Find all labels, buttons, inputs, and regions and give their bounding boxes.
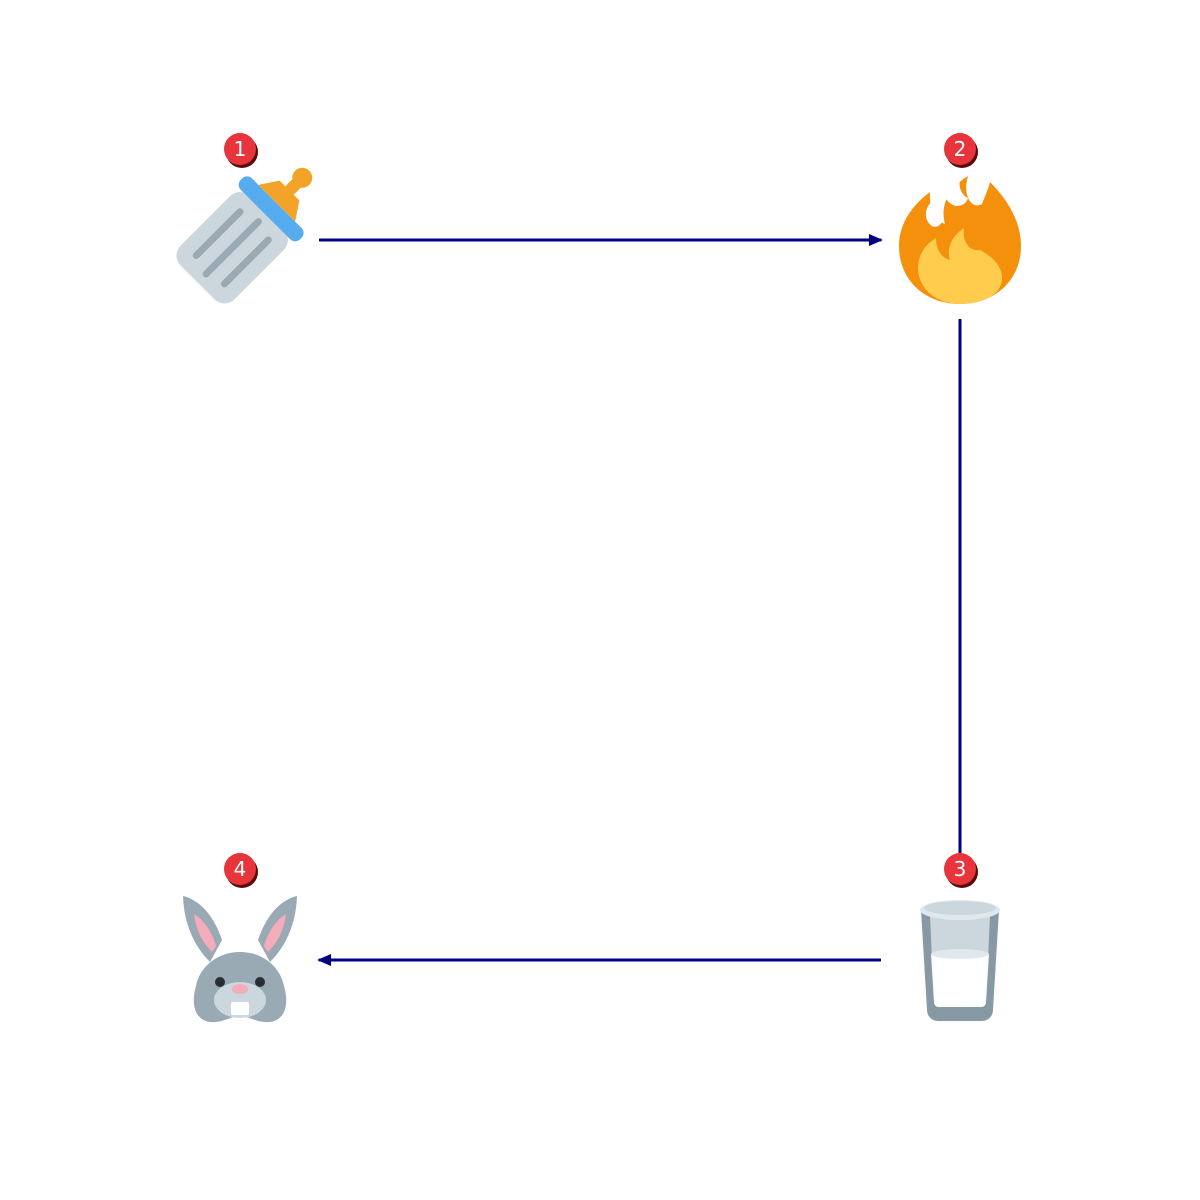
step-number: 1 <box>234 137 247 161</box>
baby-bottle-icon <box>176 167 313 304</box>
step-badge: 2 <box>944 133 978 168</box>
step-number: 4 <box>234 857 247 881</box>
glass-of-milk-icon <box>920 900 1000 1021</box>
step-number: 2 <box>954 137 967 161</box>
step-4: 4 <box>183 853 297 1023</box>
step-number: 3 <box>954 857 967 881</box>
step-badge: 1 <box>224 133 258 168</box>
step-3: 3 <box>920 853 1000 1021</box>
step-badge: 4 <box>224 853 258 888</box>
step-1: 1 <box>176 133 313 304</box>
fire-icon <box>899 174 1021 304</box>
rabbit-face-icon <box>183 896 297 1023</box>
step-2: 2 <box>899 133 1021 304</box>
connectors <box>317 234 962 966</box>
step-badge: 3 <box>944 853 978 888</box>
